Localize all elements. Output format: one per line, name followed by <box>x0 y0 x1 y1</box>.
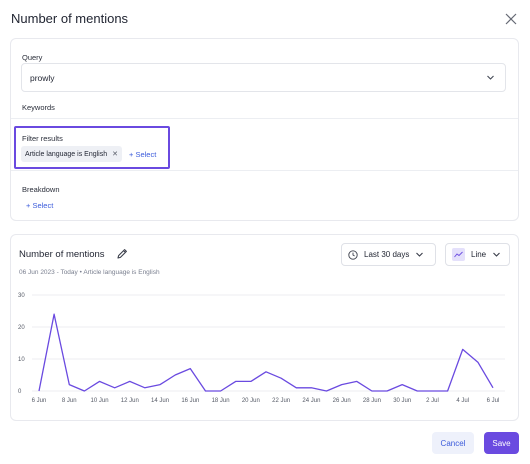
breakdown-add-select[interactable]: + Select <box>26 201 54 210</box>
keywords-label: Keywords <box>22 103 55 112</box>
x-tick-label: 20 Jun <box>242 398 260 404</box>
x-tick-label: 8 Jun <box>62 398 77 404</box>
x-tick-label: 6 Jun <box>32 398 47 404</box>
x-tick-label: 6 Jul <box>487 398 500 404</box>
x-tick-label: 18 Jun <box>212 398 230 404</box>
y-tick-label: 30 <box>18 293 25 299</box>
close-icon <box>505 13 517 25</box>
chevron-down-icon <box>487 75 494 80</box>
x-tick-label: 14 Jun <box>151 398 169 404</box>
y-tick-label: 10 <box>18 357 25 363</box>
breakdown-label: Breakdown <box>22 185 60 194</box>
line-chart-icon <box>452 248 465 261</box>
edit-title-button[interactable] <box>115 247 129 261</box>
x-tick-label: 26 Jun <box>333 398 351 404</box>
divider <box>11 118 518 119</box>
x-tick-label: 28 Jun <box>363 398 381 404</box>
date-range-value: Last 30 days <box>364 250 410 259</box>
chart-subtitle: 06 Jun 2023 - Today • Article language i… <box>19 269 160 276</box>
close-button[interactable] <box>500 8 522 30</box>
chevron-down-icon <box>416 252 424 257</box>
clock-icon <box>348 249 358 260</box>
filter-add-select[interactable]: + Select <box>129 150 157 159</box>
save-button[interactable]: Save <box>484 432 519 454</box>
x-tick-label: 4 Jul <box>456 398 469 404</box>
x-tick-label: 22 Jun <box>272 398 290 404</box>
modal-title: Number of mentions <box>11 11 129 26</box>
y-tick-label: 20 <box>18 325 25 331</box>
x-tick-label: 30 Jun <box>393 398 411 404</box>
chart-title: Number of mentions <box>19 249 105 260</box>
query-select[interactable]: prowly <box>21 63 506 92</box>
x-tick-label: 24 Jun <box>302 398 320 404</box>
pencil-icon <box>117 249 127 259</box>
remove-filter-icon[interactable]: ✕ <box>112 151 118 158</box>
filter-results-section <box>14 126 170 169</box>
chart-type-select[interactable]: Line <box>445 243 510 266</box>
x-tick-label: 2 Jul <box>426 398 439 404</box>
x-tick-label: 16 Jun <box>181 398 199 404</box>
divider <box>11 170 518 171</box>
config-panel <box>10 38 519 221</box>
x-tick-label: 10 Jun <box>91 398 109 404</box>
query-value: prowly <box>30 72 55 83</box>
y-tick-label: 0 <box>18 389 22 395</box>
cancel-button[interactable]: Cancel <box>432 432 474 454</box>
query-label: Query <box>22 53 43 62</box>
chevron-down-icon <box>493 252 501 257</box>
series-line <box>38 313 494 392</box>
filter-chip-label: Article language is English <box>25 150 108 158</box>
x-tick-label: 12 Jun <box>121 398 139 404</box>
date-range-select[interactable]: Last 30 days <box>341 243 436 266</box>
chart-panel <box>10 234 519 421</box>
chart-type-value: Line <box>471 250 487 259</box>
filter-chip[interactable]: Article language is English ✕ <box>21 146 122 162</box>
filter-label: Filter results <box>22 134 63 143</box>
